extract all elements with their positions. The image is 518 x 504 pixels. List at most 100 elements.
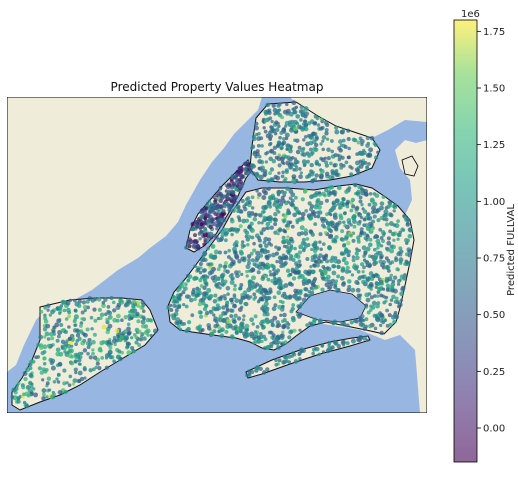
- property-point: [269, 225, 274, 230]
- property-point: [271, 336, 276, 341]
- property-point: [274, 155, 279, 160]
- property-point: [291, 178, 297, 184]
- property-point: [299, 274, 305, 280]
- property-point: [268, 269, 272, 274]
- property-point: [203, 303, 209, 309]
- property-point: [254, 258, 259, 263]
- property-point: [210, 207, 216, 213]
- property-point: [200, 230, 205, 235]
- property-point: [268, 171, 272, 175]
- property-point: [189, 297, 194, 303]
- property-point: [307, 201, 312, 206]
- property-point: [371, 300, 377, 306]
- property-point: [243, 301, 248, 306]
- property-point: [222, 293, 227, 299]
- property-point: [321, 135, 327, 140]
- property-point: [198, 270, 203, 275]
- property-point: [307, 279, 312, 284]
- property-point: [336, 344, 341, 349]
- property-point: [355, 168, 361, 173]
- property-point: [78, 323, 83, 328]
- property-point: [126, 350, 132, 356]
- property-point: [371, 219, 376, 224]
- property-point: [225, 227, 230, 232]
- property-point: [321, 191, 326, 197]
- property-point: [215, 307, 220, 312]
- property-point: [141, 309, 146, 313]
- property-point: [313, 240, 318, 245]
- property-point: [231, 325, 236, 331]
- property-point: [268, 290, 273, 294]
- property-point: [103, 297, 108, 302]
- property-point: [214, 205, 219, 210]
- property-point: [372, 214, 377, 219]
- property-point: [405, 222, 411, 227]
- property-point: [130, 312, 136, 318]
- property-point: [50, 394, 56, 400]
- property-point: [247, 199, 252, 205]
- property-point: [356, 140, 361, 145]
- property-point: [106, 305, 111, 309]
- property-point: [293, 288, 298, 294]
- property-point: [362, 231, 367, 236]
- property-point: [262, 209, 266, 214]
- property-point: [201, 291, 207, 297]
- property-point: [68, 374, 73, 379]
- property-point: [392, 209, 396, 213]
- property-point: [152, 328, 158, 334]
- property-point: [215, 323, 220, 327]
- property-point: [47, 388, 52, 392]
- property-point: [201, 301, 206, 306]
- property-point: [372, 247, 377, 252]
- property-point: [334, 198, 340, 204]
- property-point: [331, 221, 335, 225]
- property-point: [337, 220, 342, 225]
- property-point: [291, 276, 297, 281]
- property-point: [355, 191, 360, 196]
- property-point: [275, 208, 279, 212]
- property-point: [287, 123, 292, 127]
- property-point: [268, 156, 273, 162]
- property-point: [355, 247, 359, 251]
- property-point: [77, 362, 82, 366]
- property-point: [365, 338, 370, 343]
- property-point: [323, 276, 329, 282]
- property-point: [241, 318, 246, 322]
- property-point: [344, 189, 349, 195]
- property-point: [379, 312, 384, 318]
- property-point: [392, 238, 396, 242]
- property-point: [299, 302, 304, 306]
- property-point: [308, 215, 314, 221]
- property-point: [249, 317, 254, 323]
- property-point: [223, 311, 228, 316]
- property-point: [140, 332, 145, 337]
- property-point: [343, 224, 347, 228]
- property-point: [221, 305, 226, 310]
- property-point: [258, 284, 262, 288]
- property-point: [324, 188, 329, 193]
- property-point: [135, 311, 140, 317]
- property-point: [257, 220, 261, 225]
- property-point: [218, 204, 222, 208]
- property-point: [198, 237, 202, 241]
- property-point: [399, 274, 405, 279]
- property-point: [361, 150, 367, 156]
- property-point: [190, 313, 195, 318]
- property-point: [304, 293, 309, 297]
- property-point: [362, 217, 367, 222]
- property-point: [281, 264, 286, 268]
- property-point: [41, 396, 46, 401]
- property-point: [327, 245, 332, 250]
- property-point: [240, 174, 245, 179]
- property-point: [199, 284, 204, 288]
- property-point: [330, 139, 334, 143]
- property-point: [203, 228, 208, 233]
- property-point: [247, 269, 252, 273]
- property-point: [307, 134, 313, 140]
- property-point: [367, 152, 372, 157]
- property-point: [196, 326, 202, 332]
- property-point: [388, 302, 393, 307]
- property-point: [109, 295, 114, 301]
- property-point: [302, 138, 306, 142]
